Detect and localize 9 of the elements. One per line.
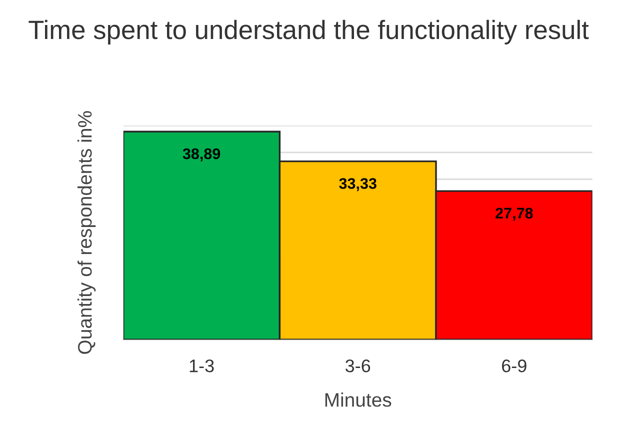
- x-tick-label: 3-6: [346, 359, 370, 372]
- x-tick-label: 6-9: [502, 359, 526, 372]
- data-label: 38,89: [182, 148, 220, 162]
- chart-title: Time spent to understand the functionality result: [28, 20, 589, 44]
- y-axis-title: Quantity of respondents in%: [77, 111, 96, 354]
- data-label: 33,33: [339, 178, 376, 192]
- x-axis-title: Minutes: [325, 392, 392, 407]
- x-tick-label: 1-3: [190, 359, 214, 372]
- data-label: 27,78: [496, 208, 533, 221]
